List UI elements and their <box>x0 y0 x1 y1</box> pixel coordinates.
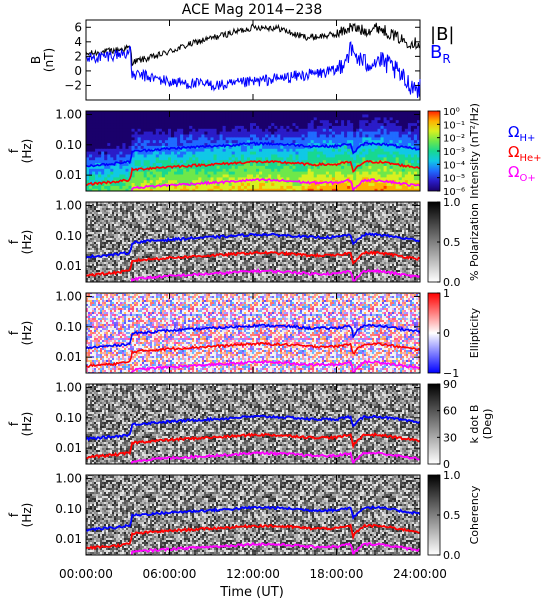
series-b-r-line <box>86 41 421 98</box>
panel-intensity: 1.00 0.10 0.01 f (Hz) 10⁰ 10⁻¹ 10⁻² 10⁻³ 10⁻⁴ 10⁻⁵… <box>7 103 542 199</box>
gyrofrequency-o-line <box>130 450 420 464</box>
y-tick-label: 1.00 <box>55 198 82 212</box>
gyrofrequency-o-line <box>130 359 420 373</box>
gyrofrequency-h-line <box>86 505 420 533</box>
y-tick-label: 0.01 <box>55 168 82 182</box>
colorbar-tick-label: 1.0 <box>443 469 461 482</box>
y-tick-label: 0.01 <box>55 259 82 273</box>
colorbar-tick-label: 10⁻⁵ <box>443 174 465 185</box>
colorbar-tick-label: 30 <box>443 431 457 444</box>
colorbar-label: Coherency <box>468 485 481 544</box>
gyrofrequency-h-line <box>86 414 420 442</box>
colorbar-label: Ellipticity <box>468 307 481 358</box>
y-axis-label: f <box>7 239 21 244</box>
y-axis-label: (nT) <box>42 48 56 72</box>
colorbar-tick-label: 10⁻⁶ <box>443 187 465 198</box>
y-tick-label: −2 <box>64 78 82 92</box>
gyrofrequency-h-line <box>86 323 420 350</box>
colorbar-tick-label: 10⁻⁴ <box>443 160 465 171</box>
y-axis-label: (Hz) <box>20 139 34 164</box>
y-tick-label: 0.10 <box>55 320 82 334</box>
x-tick-label: 18:00:00 <box>310 567 364 581</box>
y-tick-label: 0.10 <box>55 502 82 516</box>
y-axis-label: f <box>7 148 21 153</box>
legend-gyrofrequency-he: ΩHe+ <box>508 143 542 164</box>
gyrofrequency-o-line <box>130 541 420 555</box>
legend-gyrofrequency-h: ΩH+ <box>508 123 535 144</box>
panel-ellipticity: 1.00 0.10 0.01 f (Hz) 1 0 −1 Ellipticity <box>7 287 481 380</box>
legend-b-magnitude: |B| <box>430 24 454 45</box>
colorbar <box>427 383 441 465</box>
y-axis-label: B <box>29 56 43 64</box>
y-tick-label: 0.10 <box>55 138 82 152</box>
colorbar-label: (Deg) <box>481 409 494 440</box>
y-tick-label: 0.01 <box>55 441 82 455</box>
colorbar-tick-label: 1 <box>443 287 450 300</box>
y-tick-label: 0.10 <box>55 411 82 425</box>
gyrofrequency-he-line <box>86 432 420 460</box>
gyrofrequency-o-line <box>130 178 420 191</box>
y-tick-label: 6 <box>74 20 82 34</box>
panel-k-dot-b: 1.00 0.10 0.01 f (Hz) 90 60 30 0 k dot B (Deg) <box>7 378 494 471</box>
colorbar-tick-label: 0.5 <box>443 509 461 522</box>
x-tick-label: 24:00:00 <box>393 567 447 581</box>
x-axis-label: Time (UT) <box>219 585 284 600</box>
gyrofrequency-he-line <box>86 523 420 551</box>
colorbar-tick-label: 90 <box>443 378 457 391</box>
y-tick-label: 1.00 <box>55 471 82 485</box>
colorbar-tick-label: 0.5 <box>443 236 461 249</box>
colorbar-tick-label: 10⁻³ <box>443 147 465 158</box>
colorbar-tick-label: 10⁻¹ <box>443 120 465 131</box>
gyrofrequency-he-line <box>86 250 420 277</box>
x-tick-label: 06:00:00 <box>143 567 197 581</box>
colorbar-tick-label: 1.0 <box>443 196 461 209</box>
y-axis-label: f <box>7 421 21 426</box>
y-axis-label: f <box>7 330 21 335</box>
figure-title: ACE Mag 2014−238 <box>182 2 322 18</box>
y-tick-label: 2 <box>74 49 82 63</box>
gyrofrequency-h-line <box>86 232 420 259</box>
colorbar-label: k dot B <box>468 405 481 444</box>
y-axis-label: (Hz) <box>20 412 34 437</box>
colorbar-tick-label: −1 <box>443 367 459 380</box>
y-tick-label: 0 <box>74 64 82 78</box>
colorbar-label: Intensity (nT²/Hz) <box>468 103 481 199</box>
panel-polarization: 1.00 0.10 0.01 f (Hz) 1.0 0.5 0.0 % Polarization <box>7 196 481 289</box>
colorbar-tick-label: 0.0 <box>443 276 461 289</box>
colorbar-tick-label: 0 <box>443 458 450 471</box>
gyrofrequency-he-line <box>86 159 420 187</box>
colorbar-tick-label: 0.0 <box>443 549 461 562</box>
panel-coherency: 1.00 0.10 0.01 f (Hz) 1.0 0.5 0.0 Coherency <box>7 469 481 562</box>
colorbar-tick-label: 0 <box>443 327 450 340</box>
y-tick-label: 1.00 <box>55 289 82 303</box>
y-tick-label: 1.00 <box>55 107 82 121</box>
gyrofrequency-h-line <box>86 141 420 168</box>
y-axis-label: (Hz) <box>20 321 34 346</box>
x-tick-label: 12:00:00 <box>226 567 280 581</box>
x-tick-label: 00:00:00 <box>59 567 113 581</box>
colorbar-tick-label: 10⁻² <box>443 134 465 145</box>
colorbar-label: % Polarization <box>468 203 481 281</box>
legend-gyrofrequency-o: ΩO+ <box>508 163 536 184</box>
legend-b-r: BR <box>430 42 451 66</box>
y-axis-label: (Hz) <box>20 503 34 528</box>
y-tick-label: 4 <box>74 35 82 49</box>
y-axis-label: f <box>7 512 21 517</box>
y-tick-label: 0.10 <box>55 229 82 243</box>
colorbar-tick-label: 10⁰ <box>443 107 460 118</box>
y-tick-label: 0.01 <box>55 532 82 546</box>
gyrofrequency-o-line <box>130 268 420 282</box>
y-tick-label: 1.00 <box>55 380 82 394</box>
y-tick-label: 0.01 <box>55 350 82 364</box>
y-axis-label: (Hz) <box>20 230 34 255</box>
colorbar-tick-label: 60 <box>443 405 457 418</box>
gyrofrequency-he-line <box>86 341 420 368</box>
